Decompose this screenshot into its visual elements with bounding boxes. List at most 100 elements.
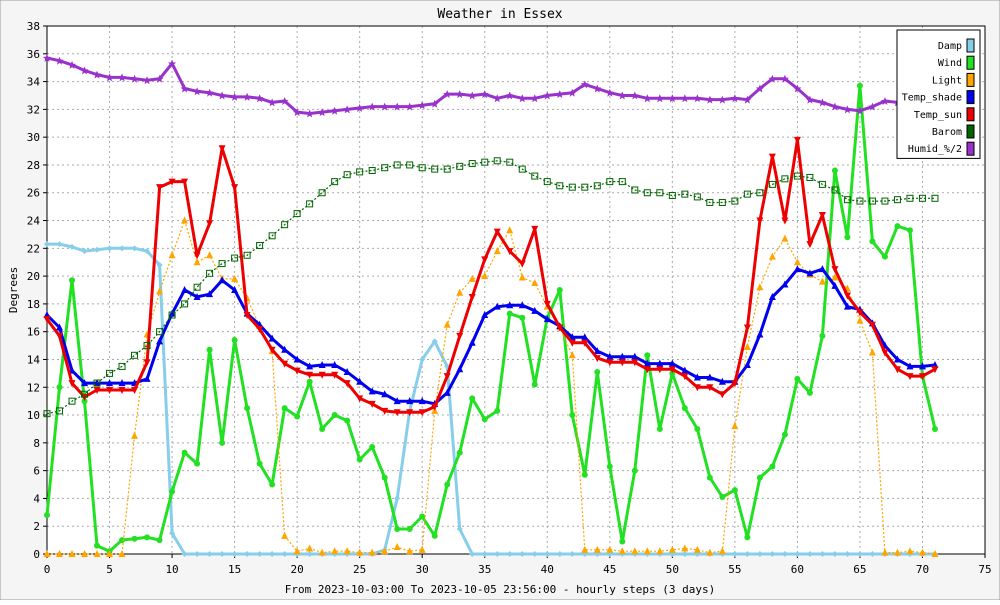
data-point-temp-shade <box>318 361 326 369</box>
data-point-wind <box>756 474 763 481</box>
x-tick-label: 55 <box>728 563 741 576</box>
data-point-light <box>43 550 51 557</box>
data-point-humid-2 <box>55 56 64 65</box>
data-point-temp-shade <box>606 352 614 360</box>
y-tick-label: 10 <box>27 409 40 422</box>
data-point-damp <box>769 551 776 557</box>
data-point-temp-sun <box>556 324 564 332</box>
data-point-damp <box>81 248 88 255</box>
data-point-barom <box>431 165 439 173</box>
data-point-temp-sun <box>518 260 526 268</box>
data-point-light <box>743 342 751 350</box>
legend-box <box>896 29 981 159</box>
data-point-barom <box>393 161 401 169</box>
y-tick-label: 32 <box>27 103 40 116</box>
data-point-temp-sun <box>906 373 914 381</box>
data-point-damp <box>219 551 226 557</box>
data-point-temp-sun <box>681 373 689 381</box>
data-point-damp <box>544 551 551 557</box>
data-point-temp-sun <box>118 387 126 395</box>
data-point-barom <box>256 242 264 250</box>
data-point-temp-shade <box>718 377 726 385</box>
series-temp-sun <box>43 136 939 417</box>
data-point-barom <box>118 362 126 370</box>
data-point-temp-shade <box>743 361 751 369</box>
data-point-temp-shade <box>493 302 501 310</box>
data-point-humid-2 <box>93 70 102 79</box>
data-point-humid-2 <box>68 60 77 69</box>
data-point-damp <box>231 551 238 557</box>
data-point-humid-2 <box>105 73 114 82</box>
data-point-temp-sun <box>218 145 226 153</box>
data-point-temp-sun <box>468 293 476 301</box>
data-point-barom <box>756 189 764 197</box>
data-point-temp-sun <box>843 292 851 300</box>
x-tick-label: 5 <box>106 563 113 576</box>
data-point-wind <box>381 474 388 481</box>
data-point-barom <box>931 194 939 202</box>
data-point-wind <box>294 413 301 420</box>
data-point-barom <box>681 190 689 198</box>
data-point-humid-2 <box>818 98 827 107</box>
data-point-barom <box>668 192 676 200</box>
data-point-light <box>156 287 164 295</box>
data-point-light <box>731 422 739 430</box>
data-point-damp <box>844 551 851 557</box>
data-point-temp-sun <box>331 371 339 379</box>
data-point-wind <box>506 310 513 317</box>
data-point-light <box>868 348 876 356</box>
data-point-temp-shade <box>118 379 126 387</box>
data-point-temp-shade <box>331 361 339 369</box>
data-point-humid-2 <box>805 95 814 104</box>
data-point-humid-2 <box>418 101 427 110</box>
data-point-barom <box>481 158 489 166</box>
data-point-wind <box>406 525 413 532</box>
data-point-humid-2 <box>843 105 852 114</box>
data-point-humid-2 <box>618 91 627 100</box>
data-point-barom <box>831 186 839 194</box>
data-point-temp-shade <box>756 330 764 338</box>
data-point-damp <box>469 551 476 557</box>
data-point-temp-sun <box>381 407 389 415</box>
data-point-humid-2 <box>855 106 864 115</box>
data-point-wind <box>181 449 188 456</box>
data-point-barom <box>868 197 876 205</box>
data-point-damp <box>531 551 538 557</box>
data-point-barom <box>368 167 376 175</box>
data-point-light <box>193 258 201 266</box>
data-point-light <box>906 547 914 555</box>
data-point-barom <box>318 189 326 197</box>
data-point-temp-shade <box>693 373 701 381</box>
data-point-temp-shade <box>543 315 551 323</box>
data-point-wind <box>606 463 613 470</box>
data-point-temp-sun <box>168 178 176 186</box>
data-point-temp-sun <box>231 184 239 192</box>
data-point-temp-shade <box>468 338 476 346</box>
data-point-barom <box>718 198 726 206</box>
data-point-temp-sun <box>543 300 551 308</box>
data-point-wind <box>469 395 476 402</box>
data-point-temp-sun <box>868 321 876 329</box>
data-point-temp-shade <box>156 337 164 345</box>
data-point-temp-shade <box>193 292 201 300</box>
data-point-light <box>443 320 451 328</box>
data-point-light <box>606 545 614 553</box>
data-point-damp <box>481 551 488 557</box>
data-point-damp <box>269 551 276 557</box>
data-point-wind <box>169 488 176 495</box>
x-tick-label: 60 <box>791 563 804 576</box>
data-point-humid-2 <box>743 95 752 104</box>
data-point-light <box>281 531 289 539</box>
data-point-wind <box>794 375 801 382</box>
legend-label: Humid_%/2 <box>908 144 962 155</box>
data-point-temp-shade <box>618 352 626 360</box>
data-point-humid-2 <box>680 94 689 103</box>
data-point-temp-shade <box>481 311 489 319</box>
data-point-barom <box>93 379 101 387</box>
data-point-temp-shade <box>643 359 651 367</box>
data-point-humid-2 <box>518 94 527 103</box>
data-point-temp-shade <box>218 276 226 284</box>
data-point-barom <box>243 251 251 259</box>
y-tick-label: 36 <box>27 48 40 61</box>
